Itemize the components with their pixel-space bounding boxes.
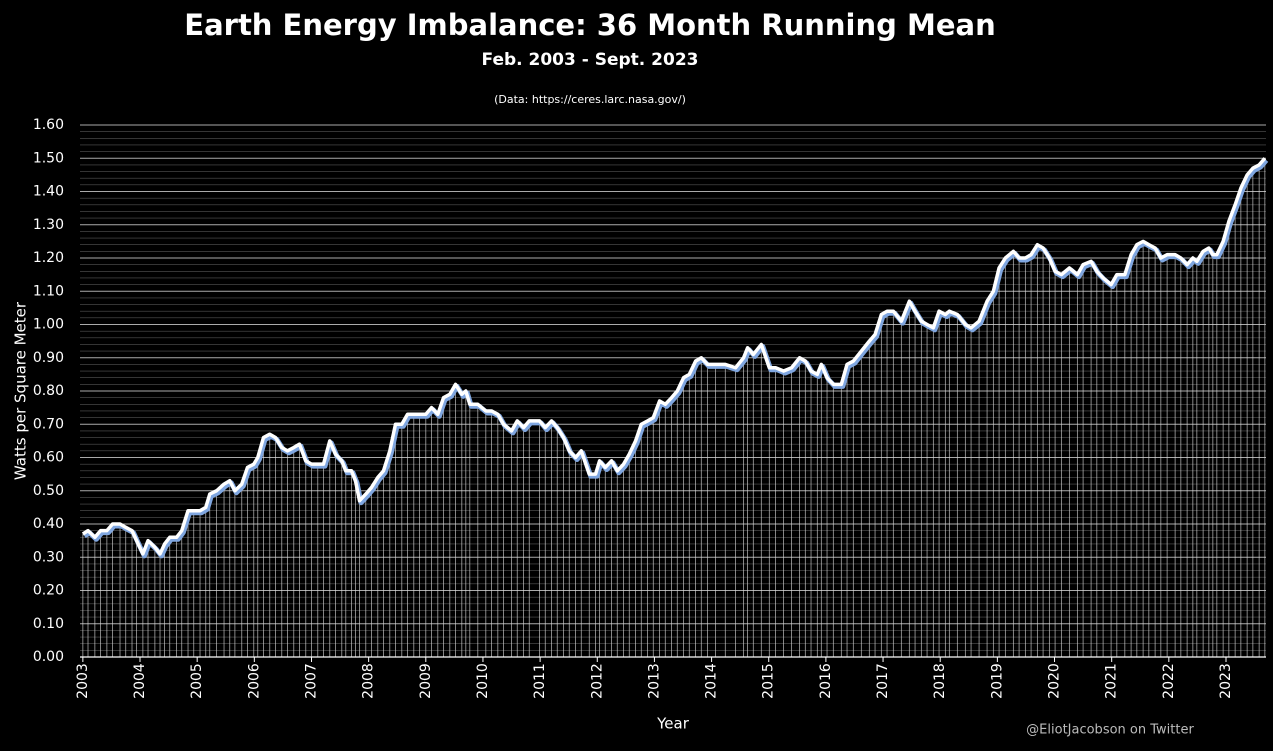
y-tick-label: 1.60 — [33, 117, 64, 133]
x-tick-label: 2014 — [704, 663, 720, 699]
x-tick-label: 2011 — [532, 663, 548, 699]
x-tick-label: 2019 — [989, 663, 1005, 699]
y-tick-label: 1.30 — [33, 217, 64, 233]
y-tick-label: 0.50 — [33, 483, 64, 499]
y-tick-label: 1.20 — [33, 250, 64, 266]
x-tick-label: 2012 — [589, 663, 605, 699]
x-tick-label: 2006 — [246, 663, 262, 699]
x-tick-label: 2013 — [646, 663, 662, 699]
x-axis-label: Year — [656, 715, 690, 733]
x-tick-label: 2022 — [1161, 663, 1177, 699]
x-tick-label: 2021 — [1104, 663, 1120, 699]
x-tick-label: 2007 — [303, 663, 319, 699]
y-tick-label: 0.30 — [33, 549, 64, 565]
x-tick-label: 2023 — [1218, 663, 1234, 699]
x-tick-label: 2020 — [1047, 663, 1063, 699]
y-tick-label: 1.00 — [33, 317, 64, 333]
y-tick-label: 0.90 — [33, 350, 64, 366]
x-tick-label: 2015 — [761, 663, 777, 699]
x-tick-label: 2004 — [132, 663, 148, 699]
y-tick-label: 0.70 — [33, 416, 64, 432]
line — [81, 157, 1267, 556]
y-tick-label: 0.80 — [33, 383, 64, 399]
y-tick-label: 0.10 — [33, 616, 64, 632]
chart-subtitle: Feb. 2003 - Sept. 2023 — [482, 50, 699, 70]
x-tick-label: 2005 — [189, 663, 205, 699]
x-tick-label: 2010 — [475, 663, 491, 699]
y-tick-label: 0.40 — [33, 516, 64, 532]
x-tick-label: 2003 — [75, 663, 91, 699]
annotation: (Data: https://ceres.larc.nasa.gov/) — [494, 93, 686, 106]
x-tick-label: 2008 — [361, 663, 377, 699]
chart-title: Earth Energy Imbalance: 36 Month Running… — [184, 8, 995, 42]
x-tick-label: 2017 — [875, 663, 891, 699]
y-tick-label: 0.20 — [33, 583, 64, 599]
y-tick-label: 1.10 — [33, 283, 64, 299]
x-tick-label: 2009 — [418, 663, 434, 699]
x-tick-label: 2016 — [818, 663, 834, 699]
y-tick-label: 0.60 — [33, 450, 64, 466]
x-tick-label: 2018 — [932, 663, 948, 699]
y-tick-label: 1.50 — [33, 150, 64, 166]
y-tick-label: 0.00 — [33, 649, 64, 665]
y-tick-label: 1.40 — [33, 184, 64, 200]
credit: @EliotJacobson on Twitter — [1026, 723, 1194, 738]
y-axis-label: Watts per Square Meter — [12, 301, 30, 480]
